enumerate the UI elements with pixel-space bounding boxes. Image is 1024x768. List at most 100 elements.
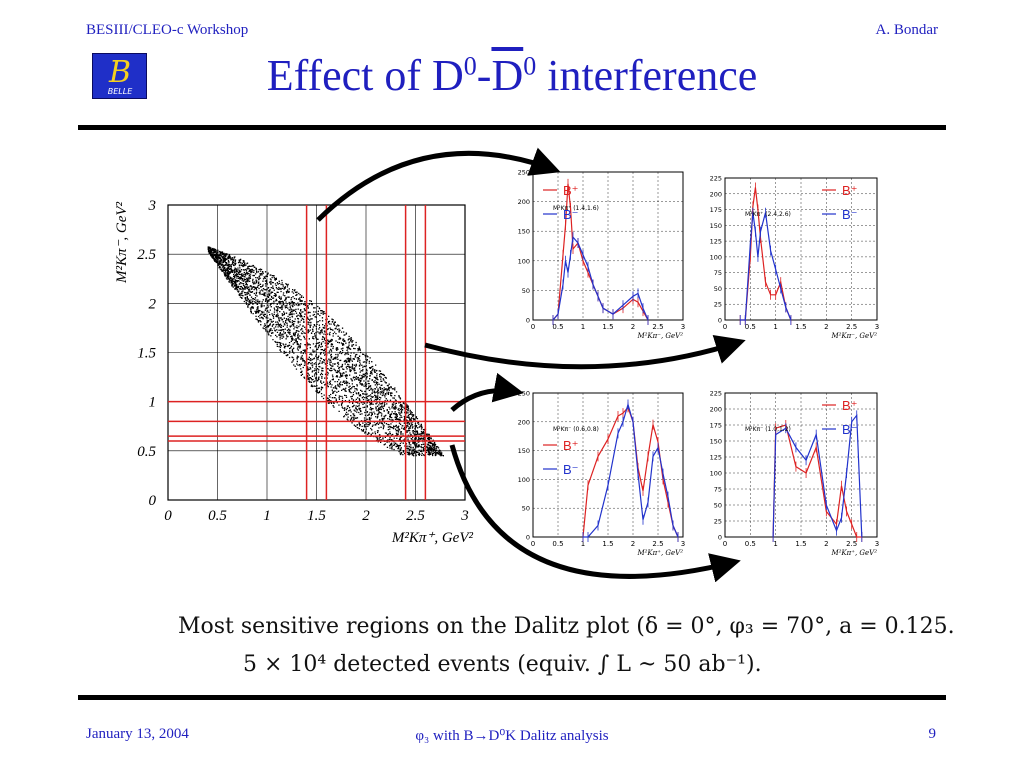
histogram-bottom-left: 0 0.5 1 1.5 2 2.5 3 0 50 100 150 200 250 B⁺ B⁻ M²Kπ⁻ (0…: [518, 390, 686, 558]
dalitz-y-tick: 0.5: [137, 444, 156, 460]
histogram-x-tick: 3: [875, 323, 879, 331]
histogram-annotation: M²Kπ⁺ (2.4,2.6): [745, 211, 791, 218]
histogram-x-tick: 1.5: [795, 323, 806, 331]
dalitz-x-tick: 1.5: [307, 508, 326, 524]
dalitz-y-tick: 0: [149, 493, 157, 509]
histogram-x-tick: 2: [824, 540, 828, 548]
dalitz-y-label: M²Kπ⁻, GeV²: [114, 201, 130, 284]
histogram-y-tick: 100: [710, 470, 722, 478]
footer-date: January 13, 2004: [86, 726, 189, 742]
histogram-y-tick: 50: [714, 502, 722, 510]
dalitz-y-tick: 2.5: [137, 247, 156, 263]
histogram-annotation: M²Kπ⁻ (1.0,1.2): [745, 426, 791, 433]
histogram-y-tick: 150: [518, 228, 530, 236]
svg-text:BELLE: BELLE: [108, 87, 133, 96]
dalitz-x-tick: 2.5: [406, 508, 425, 524]
histogram-y-tick: 150: [710, 438, 722, 446]
histogram-y-tick: 250: [518, 169, 530, 177]
histogram-x-tick: 1.5: [602, 323, 613, 331]
top-rule: [78, 125, 946, 130]
histogram-legend-label: B⁺: [842, 398, 858, 413]
histogram-legend-label: B⁻: [563, 462, 579, 477]
histogram-legend-label: B⁺: [842, 183, 858, 198]
histogram-top-right: 0 0.5 1 1.5 2 2.5 3 0 25 50 75 100 125 150 175 200 225 B⁺…: [710, 175, 880, 341]
dalitz-x-tick: 0.5: [208, 508, 227, 524]
histogram-x-tick: 1.5: [795, 540, 806, 548]
histogram-y-tick: 75: [714, 486, 722, 494]
caption-line-1: Most sensitive regions on the Dalitz plo…: [178, 614, 955, 639]
histogram-x-tick: 0: [531, 323, 535, 331]
histogram-y-tick: 25: [714, 518, 722, 526]
dalitz-x-tick: 2: [362, 508, 370, 524]
histogram-y-tick: 200: [518, 418, 530, 426]
histogram-x-tick: 0.5: [552, 540, 563, 548]
histogram-x-tick: 3: [875, 540, 879, 548]
histogram-legend-label: B⁻: [842, 207, 858, 222]
arrow-top-left: [316, 147, 561, 222]
svg-text:B: B: [108, 55, 131, 90]
histogram-y-tick: 200: [710, 190, 722, 198]
arrow-top-right: [424, 335, 746, 370]
histogram-y-tick: 150: [710, 222, 722, 230]
histogram-x-label: M²Kπ⁺, GeV²: [830, 549, 877, 557]
histogram-x-tick: 2: [631, 323, 635, 331]
histogram-y-tick: 200: [710, 406, 722, 414]
histogram-y-tick: 0: [718, 534, 722, 542]
histogram-legend-label: B⁻: [842, 422, 858, 437]
arrow-bottom-right: [449, 444, 741, 583]
histogram-y-tick: 100: [518, 257, 530, 265]
histogram-y-tick: 250: [518, 390, 530, 398]
dalitz-x-tick: 3: [460, 508, 469, 524]
histogram-y-tick: 225: [710, 390, 722, 398]
histogram-y-tick: 125: [710, 238, 722, 246]
histogram-y-tick: 200: [518, 198, 530, 206]
histogram-y-tick: 50: [522, 505, 530, 513]
histogram-x-tick: 2: [824, 323, 828, 331]
histogram-y-tick: 100: [710, 253, 722, 261]
histogram-legend-label: B⁺: [563, 183, 579, 198]
histogram-x-label: M²Kπ⁺, GeV²: [636, 549, 683, 557]
histogram-bottom-right: 0 0.5 1 1.5 2 2.5 3 0 25 50 75 100 125 150 175 200 225 B⁺…: [710, 390, 880, 558]
histogram-y-tick: 150: [518, 447, 530, 455]
histogram-x-tick: 1: [773, 323, 777, 331]
histogram-y-tick: 175: [710, 206, 722, 214]
histogram-y-tick: 0: [718, 317, 722, 325]
histogram-x-tick: 1: [581, 323, 585, 331]
histogram-legend-label: B⁺: [563, 438, 579, 453]
histogram-x-tick: 2.5: [846, 323, 857, 331]
histogram-x-tick: 3: [681, 540, 685, 548]
histogram-annotation: M²Kπ⁺ (1.4,1.6): [553, 205, 599, 212]
histogram-y-tick: 225: [710, 175, 722, 183]
histogram-x-tick: 1: [773, 540, 777, 548]
histogram-y-tick: 100: [518, 476, 530, 484]
histogram-y-tick: 0: [526, 317, 530, 325]
footer-page-number: 9: [928, 726, 937, 742]
dalitz-y-tick: 3: [148, 198, 157, 214]
histogram-annotation: M²Kπ⁻ (0.6,0.8): [553, 426, 599, 433]
histogram-x-tick: 2.5: [846, 540, 857, 548]
histogram-x-tick: 1.5: [602, 540, 613, 548]
histogram-y-tick: 50: [714, 285, 722, 293]
histogram-top-left: 0 0.5 1 1.5 2 2.5 3 0 50 100 150 200 250 B⁺ B⁻M²Kπ⁺ (1…: [518, 169, 686, 341]
histogram-x-label: M²Kπ⁻, GeV²: [636, 332, 683, 340]
histogram-y-tick: 125: [710, 454, 722, 462]
footer-topic: φ₃ with B→D⁰K Dalitz analysis: [415, 728, 609, 744]
dalitz-y-tick: 2: [149, 296, 157, 312]
dalitz-scatter-points: [207, 246, 444, 457]
histogram-x-tick: 0.5: [552, 323, 563, 331]
dalitz-x-tick: 1: [263, 508, 271, 524]
histogram-x-tick: 0: [723, 323, 727, 331]
header-workshop: BESIII/CLEO-c Workshop: [86, 22, 249, 38]
histogram-x-tick: 2.5: [652, 323, 663, 331]
header-author: A. Bondar: [875, 22, 939, 38]
dalitz-x-label: M²Kπ⁺, GeV²: [391, 530, 474, 546]
histogram-x-tick: 2: [631, 540, 635, 548]
histogram-y-tick: 50: [522, 287, 530, 295]
histogram-y-tick: 0: [526, 534, 530, 542]
histogram-y-tick: 75: [714, 269, 722, 277]
arrow-bottom-left: [450, 372, 524, 412]
belle-logo-icon: B BELLE: [108, 55, 133, 96]
belle-logo: B BELLE: [92, 53, 147, 99]
histogram-y-tick: 175: [710, 422, 722, 430]
